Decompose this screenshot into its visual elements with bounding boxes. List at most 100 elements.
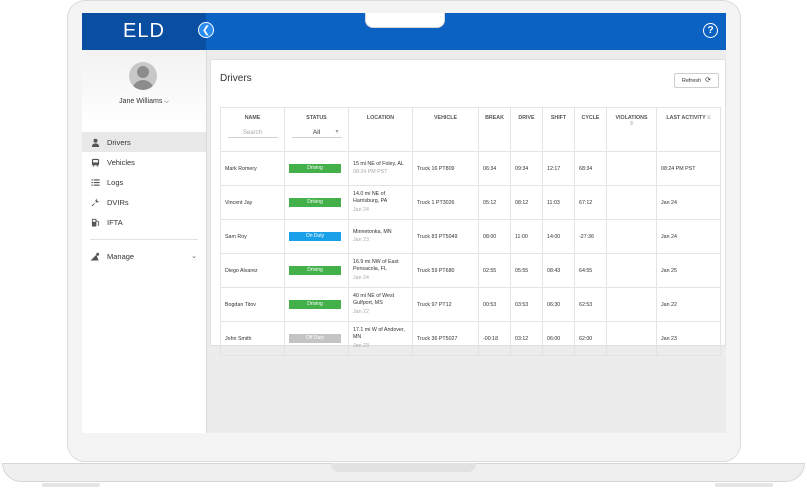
location-cell: 15 mi NE of Foley, AL 08:24 PM PST [348,151,413,186]
cycle-cell: 67:12 [574,185,607,220]
drive-cell: 05:55 [510,253,543,288]
sidebar-item-label: Drivers [107,137,131,147]
driver-name[interactable]: Diego Alvarez [220,253,285,288]
drive-cell: 09:34 [510,151,543,186]
sidebar-divider [90,239,198,240]
last-activity-cell: Jan 23 [656,321,721,356]
column-header-violations[interactable]: VIOLATIONS ≡ [606,107,657,152]
chevron-down-icon: ▼ [334,129,340,135]
vehicle-cell[interactable]: Truck 97 PT12 [412,287,479,322]
filter-icon[interactable]: ≡ [629,121,634,127]
column-header-cycle[interactable]: CYCLE [574,107,607,152]
sidebar-item-logs[interactable]: Logs [82,172,206,192]
sidebar-nav: Drivers Vehicles Logs DVIRs [82,132,206,266]
refresh-label: Refresh [681,77,702,84]
app-screen: ELD ❮ ? Jane Williams ⌵ Drivers [82,13,726,433]
vehicle-cell[interactable]: Truck 36 PT5027 [412,321,479,356]
cycle-cell: 68:34 [574,151,607,186]
table-row[interactable]: Mark Romery Driving 15 mi NE of Foley, AL 0… [220,151,721,186]
driver-name[interactable]: John Smith [220,321,285,356]
column-header-vehicle[interactable]: VEHICLE [412,107,479,152]
sidebar-item-manage[interactable]: Manage ⌄ [82,246,206,266]
location-time: Jan 23 [353,237,369,243]
break-cell: 08:00 [478,219,511,254]
sidebar-item-vehicles[interactable]: Vehicles [82,152,206,172]
sidebar-item-label: DVIRs [107,197,129,207]
refresh-button[interactable]: Refresh ⟳ [673,73,719,88]
status-cell: Driving [284,253,349,288]
column-header-break[interactable]: BREAK [478,107,511,152]
violations-cell [606,185,657,220]
sort-icon[interactable]: ≡ [707,115,711,121]
table-row[interactable]: John Smith Off Duty 17.1 mi W of Andover, … [220,321,721,356]
sidebar-item-dvirs[interactable]: DVIRs [82,192,206,212]
vehicle-cell[interactable]: Truck 16 PT809 [412,151,479,186]
table-header-row: NAME Search STATUS All ▼ LOCATION VEHICLE… [220,107,721,152]
violations-cell [606,219,657,254]
shift-cell: 06:30 [542,287,575,322]
sidebar-item-label: Vehicles [107,157,135,167]
vehicle-cell[interactable]: Truck 59 PT680 [412,253,479,288]
user-profile: Jane Williams ⌵ [82,50,206,125]
vehicle-cell[interactable]: Truck 1 PT3026 [412,185,479,220]
violations-cell [606,253,657,288]
break-cell: 00:53 [478,287,511,322]
table-row[interactable]: Bogdan Titov Driving 40 mi NE of West Gulf… [220,287,721,322]
location-text: 17.1 mi W of Andover, MN [353,326,405,341]
driver-name[interactable]: Mark Romery [220,151,285,186]
location-cell: 16.9 mi NW of East Pensacola, FL Jan 24 [348,253,413,288]
status-badge: Driving [289,164,341,173]
list-icon [90,177,100,187]
location-time: Jan 24 [353,206,369,213]
help-circle-icon[interactable]: ? [703,23,718,38]
sidebar-item-drivers[interactable]: Drivers [82,132,206,152]
driver-name[interactable]: Vincent Jay [220,185,285,220]
sidebar-item-ifta[interactable]: IFTA [82,212,206,232]
vehicle-cell[interactable]: Truck 83 PT5049 [412,219,479,254]
avatar[interactable] [129,62,157,90]
shift-cell: 12:17 [542,151,575,186]
column-header-status[interactable]: STATUS All ▼ [284,107,349,152]
location-time: Jan 22 [353,308,369,315]
search-input[interactable]: Search [227,130,278,138]
status-cell: Off Duty [284,321,349,356]
last-activity-cell: Jan 25 [656,253,721,288]
status-badge: On Duty [289,232,341,241]
laptop-foot-right [715,483,773,487]
location-cell: 14.0 mi NE of Harrisburg, PA Jan 24 [348,185,413,220]
driver-name[interactable]: Bogdan Titov [220,287,285,322]
main-content: Drivers Refresh ⟳ NAME Search [207,50,726,433]
table-row[interactable]: Diego Alvarez Driving 16.9 mi NW of East P… [220,253,721,288]
violations-cell [606,151,657,186]
laptop-foot-left [42,483,100,487]
drive-cell: 03:53 [510,287,543,322]
column-header-drive[interactable]: DRIVE [510,107,543,152]
user-menu[interactable]: Jane Williams ⌵ [82,98,206,106]
shift-cell: 14:00 [542,219,575,254]
column-header-shift[interactable]: SHIFT [542,107,575,152]
person-icon [90,137,100,147]
last-activity-cell: Jan 24 [656,185,721,220]
status-badge: Driving [289,198,341,207]
status-cell: Driving [284,151,349,186]
location-time: 08:24 PM PST [353,169,388,175]
violations-cell [606,287,657,322]
status-filter-select[interactable]: All ▼ [291,129,342,138]
chevron-left-icon[interactable]: ❮ [198,22,214,38]
sidebar-item-label: Manage [107,251,135,261]
last-activity-cell: Jan 22 [656,287,721,322]
cycle-cell: -27:36 [574,219,607,254]
bus-icon [90,157,100,167]
column-header-last-activity[interactable]: LAST ACTIVITY ≡ [656,107,721,152]
table-row[interactable]: Sam Roy On Duty Minnetonka, MN Jan 23 Truck … [220,219,721,254]
chevron-down-icon: ⌵ [164,99,169,105]
last-activity-cell: 08:24 PM PST [656,151,721,186]
column-header-name[interactable]: NAME Search [220,107,285,152]
table-row[interactable]: Vincent Jay Driving 14.0 mi NE of Harrisbu… [220,185,721,220]
location-text: 16.9 mi NW of East Pensacola, FL [353,258,399,273]
app-logo: ELD [123,20,165,42]
drivers-panel: Drivers Refresh ⟳ NAME Search [210,59,726,356]
column-header-location[interactable]: LOCATION [348,107,413,152]
driver-name[interactable]: Sam Roy [220,219,285,254]
cycle-cell: 62:00 [574,321,607,356]
